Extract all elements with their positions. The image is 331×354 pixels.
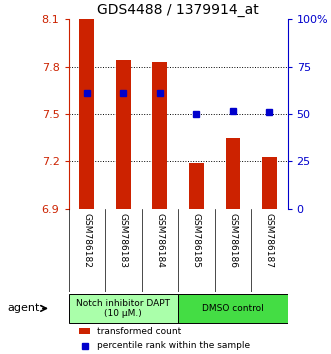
Bar (225, 138, 240, 209)
Bar (79, 328, 90, 335)
Bar (116, 60, 130, 209)
Text: GSM786183: GSM786183 (119, 213, 128, 268)
Text: GSM786182: GSM786182 (82, 213, 91, 268)
Text: percentile rank within the sample: percentile rank within the sample (97, 341, 250, 350)
Bar (79, 19, 94, 209)
FancyBboxPatch shape (69, 294, 178, 323)
Text: GSM786185: GSM786185 (192, 213, 201, 268)
Text: GSM786187: GSM786187 (265, 213, 274, 268)
Bar (153, 62, 167, 209)
FancyBboxPatch shape (178, 294, 288, 323)
Title: GDS4488 / 1379914_at: GDS4488 / 1379914_at (97, 3, 259, 17)
Bar (189, 163, 204, 209)
Text: GSM786184: GSM786184 (155, 213, 164, 268)
Text: GSM786186: GSM786186 (228, 213, 237, 268)
Text: agent: agent (8, 303, 40, 313)
Text: transformed count: transformed count (97, 327, 181, 336)
Text: Notch inhibitor DAPT
(10 μM.): Notch inhibitor DAPT (10 μM.) (76, 299, 170, 318)
Text: DMSO control: DMSO control (202, 304, 264, 313)
Bar (262, 157, 277, 209)
